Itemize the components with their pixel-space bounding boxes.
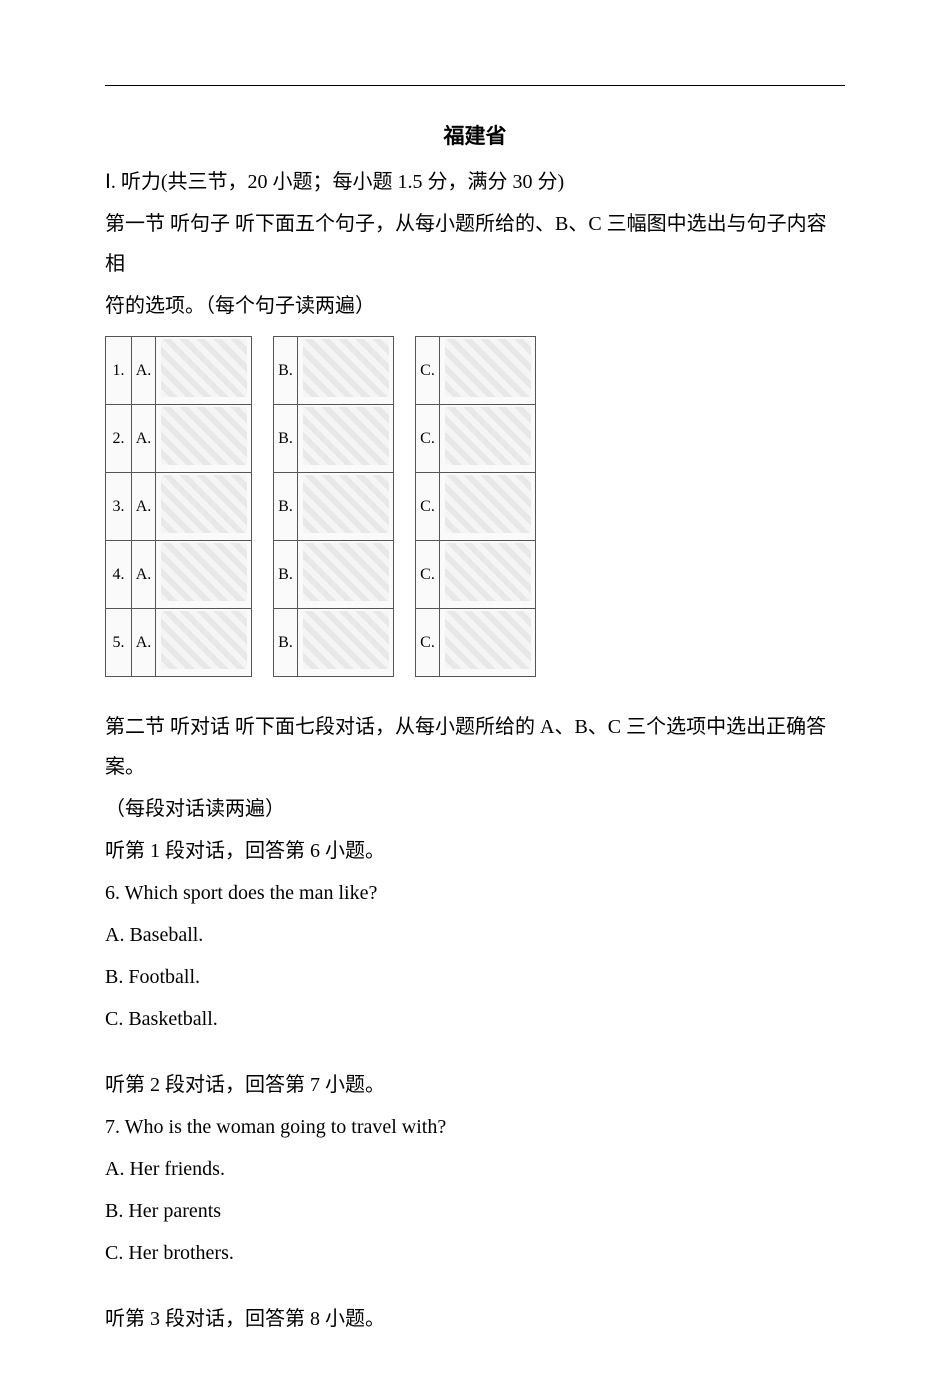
image-placeholder (445, 339, 531, 397)
spacer (252, 405, 274, 473)
option-image (156, 541, 252, 609)
intro-line: Ⅰ. 听力(共三节，20 小题；每小题 1.5 分，满分 30 分) (105, 162, 845, 202)
image-placeholder (161, 543, 247, 601)
spacer (394, 405, 416, 473)
option-image (298, 405, 394, 473)
option-image (440, 609, 536, 677)
spacer (394, 609, 416, 677)
image-placeholder (303, 475, 389, 533)
spacer (252, 541, 274, 609)
image-placeholder (161, 475, 247, 533)
image-placeholder (445, 611, 531, 669)
option-image (440, 337, 536, 405)
table-row: 5. A. B. C. (106, 609, 536, 677)
option-label: A. (132, 405, 156, 473)
exam-page: 福建省 Ⅰ. 听力(共三节，20 小题；每小题 1.5 分，满分 30 分) 第… (0, 0, 950, 1391)
page-title: 福建省 (105, 120, 845, 150)
section1-line2: 符的选项。（每个句子读两遍） (105, 286, 845, 326)
row-number: 5. (106, 609, 132, 677)
table-row: 4. A. B. C. (106, 541, 536, 609)
section2-line1: 第二节 听对话 听下面七段对话，从每小题所给的 A、B、C 三个选项中选出正确答… (105, 707, 845, 787)
row-number: 2. (106, 405, 132, 473)
table-row: 1. A. B. C. (106, 337, 536, 405)
option-label: A. (132, 337, 156, 405)
spacer (252, 609, 274, 677)
spacer (394, 473, 416, 541)
gap (105, 1275, 845, 1299)
q7-option-a: A. Her friends. (105, 1149, 845, 1189)
spacer (252, 473, 274, 541)
option-image (440, 405, 536, 473)
option-image (440, 473, 536, 541)
gap (105, 1041, 845, 1065)
q7-option-c: C. Her brothers. (105, 1233, 845, 1273)
image-placeholder (303, 339, 389, 397)
table-row: 2. A. B. C. (106, 405, 536, 473)
option-label: B. (274, 337, 298, 405)
spacer (394, 541, 416, 609)
option-label: C. (416, 473, 440, 541)
row-number: 4. (106, 541, 132, 609)
option-label: A. (132, 541, 156, 609)
option-label: C. (416, 405, 440, 473)
row-number: 3. (106, 473, 132, 541)
option-label: B. (274, 405, 298, 473)
q7-question: 7. Who is the woman going to travel with… (105, 1107, 845, 1147)
dialogue1-intro: 听第 1 段对话，回答第 6 小题。 (105, 831, 845, 871)
image-placeholder (303, 611, 389, 669)
image-placeholder (303, 407, 389, 465)
section2-line2: （每段对话读两遍） (105, 789, 845, 829)
image-placeholder (445, 543, 531, 601)
image-placeholder (161, 407, 247, 465)
spacer (394, 337, 416, 405)
image-placeholder (303, 543, 389, 601)
option-image (156, 337, 252, 405)
image-placeholder (445, 407, 531, 465)
row-number: 1. (106, 337, 132, 405)
option-label: C. (416, 541, 440, 609)
q6-option-b: B. Football. (105, 957, 845, 997)
q6-option-c: C. Basketball. (105, 999, 845, 1039)
dialogue2-intro: 听第 2 段对话，回答第 7 小题。 (105, 1065, 845, 1105)
q6-option-a: A. Baseball. (105, 915, 845, 955)
option-label: A. (132, 609, 156, 677)
option-image (156, 609, 252, 677)
q7-option-b: B. Her parents (105, 1191, 845, 1231)
option-label: B. (274, 609, 298, 677)
q6-question: 6. Which sport does the man like? (105, 873, 845, 913)
option-image (156, 405, 252, 473)
option-image (156, 473, 252, 541)
option-image (440, 541, 536, 609)
option-label: C. (416, 337, 440, 405)
image-placeholder (161, 611, 247, 669)
option-label: B. (274, 473, 298, 541)
table-row: 3. A. B. C. (106, 473, 536, 541)
option-label: A. (132, 473, 156, 541)
option-image (298, 473, 394, 541)
image-placeholder (161, 339, 247, 397)
option-label: B. (274, 541, 298, 609)
option-label: C. (416, 609, 440, 677)
header-rule (105, 85, 845, 86)
option-image (298, 609, 394, 677)
spacer (252, 337, 274, 405)
picture-options-table: 1. A. B. C. 2. A. B. C. 3. A. B. (105, 336, 536, 677)
option-image (298, 337, 394, 405)
dialogue3-intro: 听第 3 段对话，回答第 8 小题。 (105, 1299, 845, 1339)
image-placeholder (445, 475, 531, 533)
section1-line1: 第一节 听句子 听下面五个句子，从每小题所给的、B、C 三幅图中选出与句子内容相 (105, 204, 845, 284)
option-image (298, 541, 394, 609)
